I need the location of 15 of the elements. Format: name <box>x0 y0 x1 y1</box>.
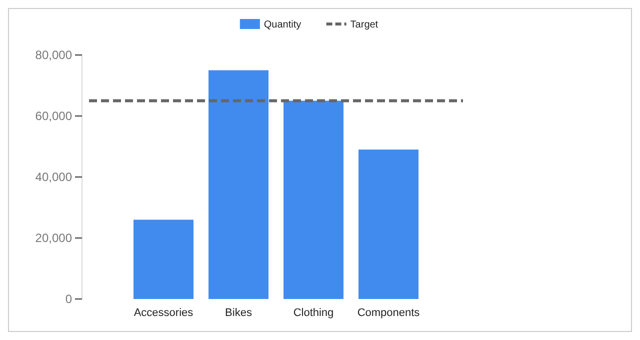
y-tick-label: 0 <box>65 292 72 306</box>
x-tick-label: Components <box>357 307 420 319</box>
y-tick-label: 20,000 <box>35 231 72 246</box>
y-tick-label: 80,000 <box>35 48 72 62</box>
bar <box>134 220 194 299</box>
bar <box>284 100 344 299</box>
y-tick-label: 60,000 <box>35 109 72 124</box>
bar <box>358 150 418 299</box>
x-tick-label: Bikes <box>225 307 252 319</box>
y-tick-label: 40,000 <box>35 170 72 184</box>
x-tick-label: Accessories <box>134 307 194 319</box>
x-tick-label: Clothing <box>293 307 334 319</box>
legend-label: Target <box>350 20 378 30</box>
bar <box>208 70 268 299</box>
legend-label: Quantity <box>264 20 302 30</box>
